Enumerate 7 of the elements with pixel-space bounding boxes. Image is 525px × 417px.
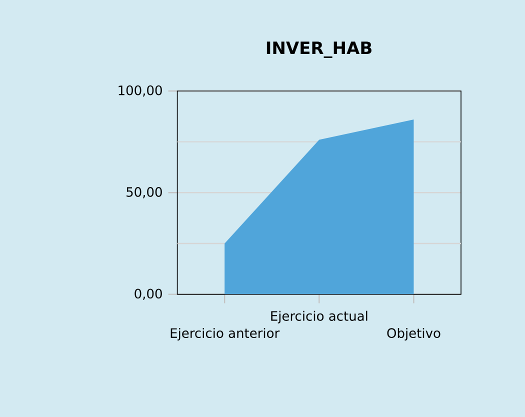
x-tick-label: Objetivo (387, 328, 440, 341)
x-tick-label: Ejercicio actual (271, 310, 368, 324)
chart-title: INVER_HAB (266, 42, 372, 58)
y-tick-label: 100,00 (118, 85, 162, 97)
y-tick-label: 50,00 (126, 187, 162, 198)
y-tick-label: 0,00 (134, 288, 162, 300)
x-tick-label: Ejercicio anterior (170, 328, 280, 341)
